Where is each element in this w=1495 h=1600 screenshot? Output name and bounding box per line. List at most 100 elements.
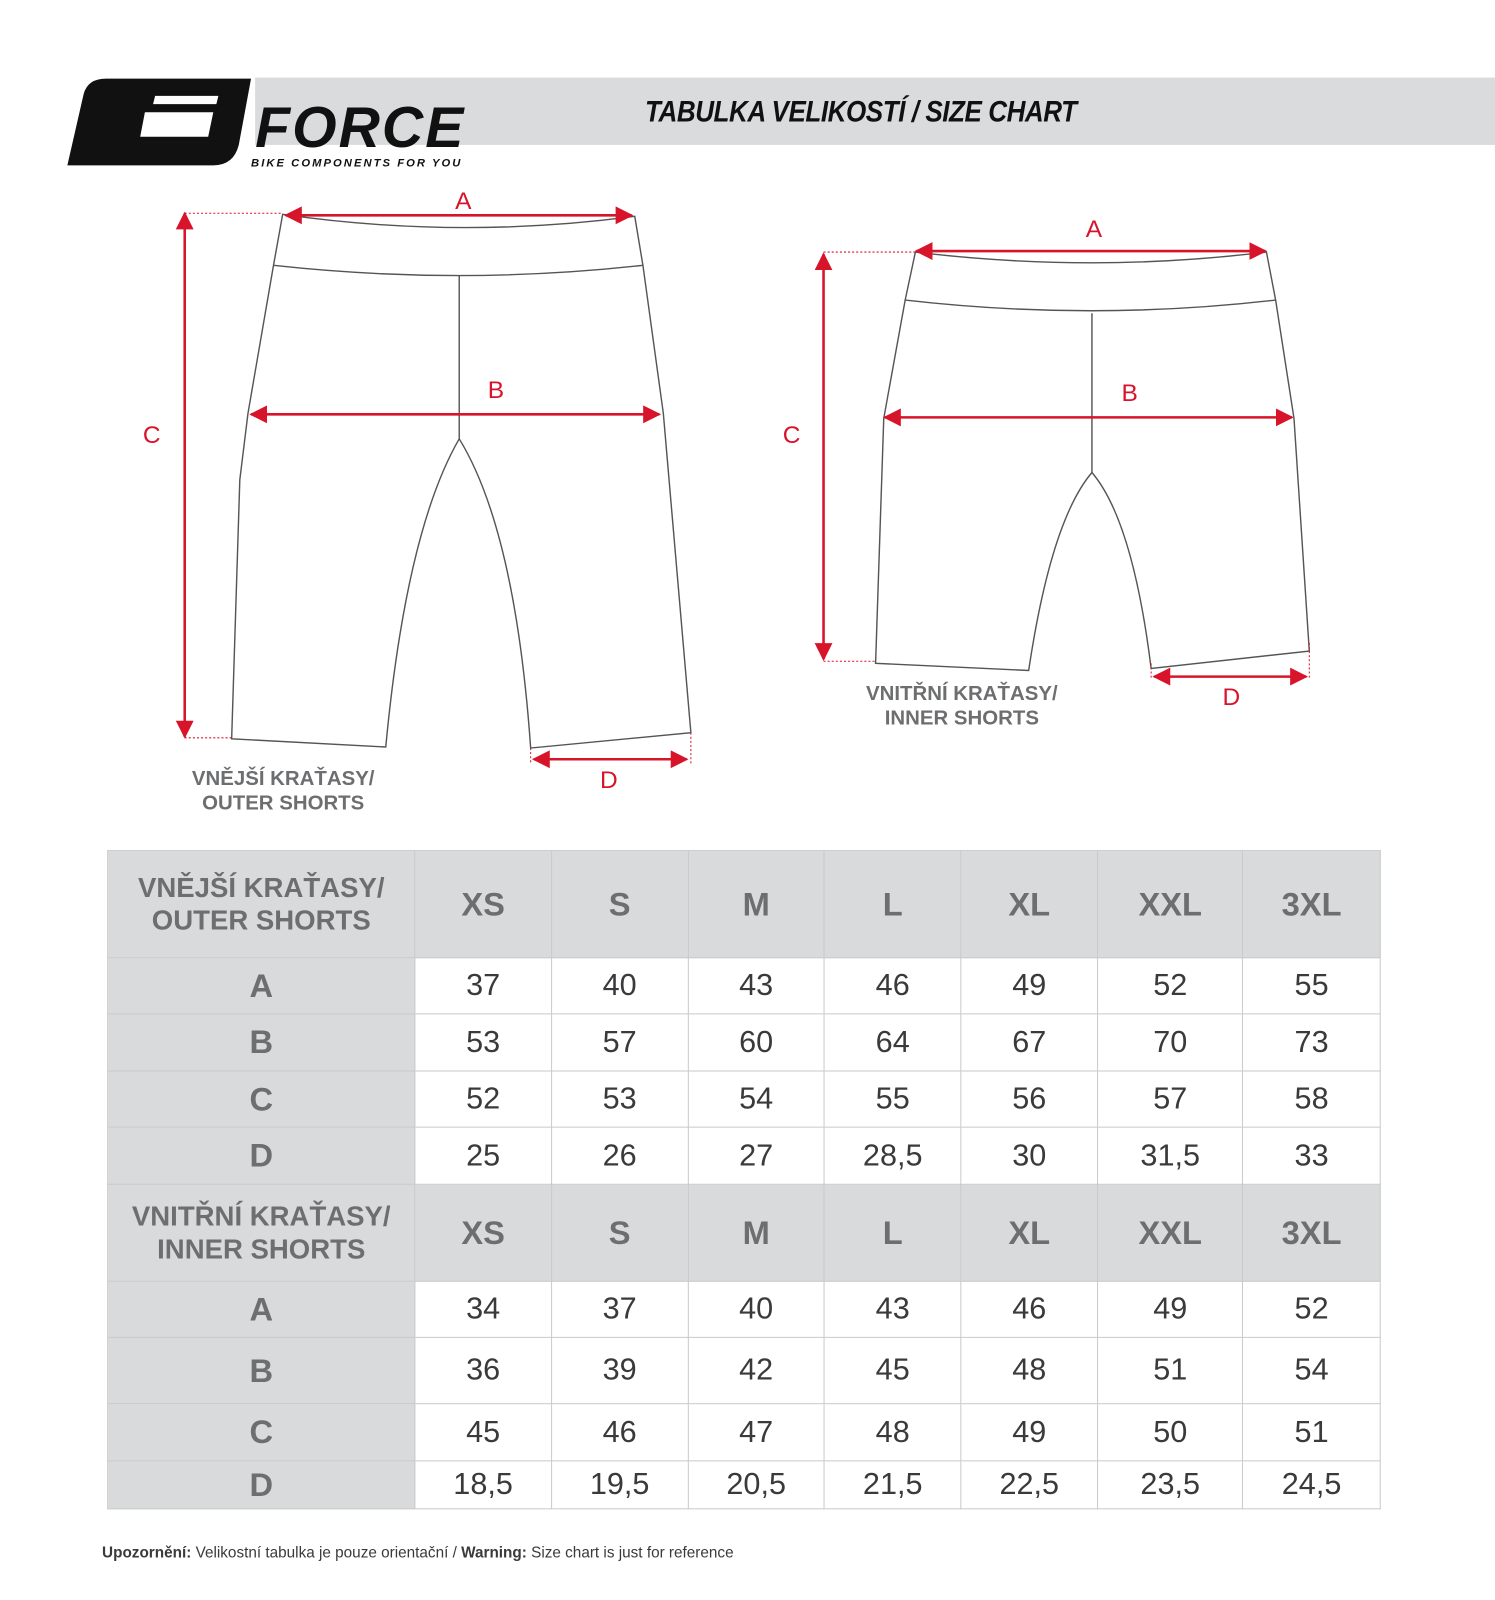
table-cell: 50 <box>1097 1403 1244 1462</box>
size-header: M <box>687 1183 825 1282</box>
table-cell: 57 <box>1097 1070 1244 1128</box>
size-header: XL <box>960 850 1099 959</box>
table-cell: 37 <box>550 1280 689 1338</box>
table-cell: 53 <box>550 1070 689 1128</box>
inner-measure-arrows <box>814 242 1309 686</box>
measure-label: B <box>107 1013 416 1072</box>
table-cell: 70 <box>1097 1013 1244 1072</box>
table-cell: 30 <box>960 1126 1099 1185</box>
section-title-line: VNITŘNÍ KRAŤASY/ <box>131 1201 391 1232</box>
table-cell: 49 <box>960 1403 1099 1462</box>
measure-label: C <box>107 1070 416 1128</box>
table-cell: 51 <box>1242 1403 1381 1462</box>
size-header: M <box>687 850 825 959</box>
measure-label: D <box>107 1126 416 1185</box>
brand-name: FORCE <box>255 94 466 160</box>
table-row: A 34 37 40 43 46 49 52 <box>107 1280 1381 1338</box>
table-cell: 20,5 <box>687 1460 825 1510</box>
section-title: VNITŘNÍ KRAŤASY/INNER SHORTS <box>107 1183 416 1282</box>
table-cell: 23,5 <box>1097 1460 1244 1510</box>
table-cell: 25 <box>414 1126 552 1185</box>
table-cell: 48 <box>960 1336 1099 1405</box>
size-header: XXL <box>1097 850 1244 959</box>
inner-shorts-caption: VNITŘNÍ KRAŤASY/ INNER SHORTS <box>837 682 1087 731</box>
measure-label: A <box>107 957 416 1015</box>
table-cell: 45 <box>823 1336 962 1405</box>
table-header-row: VNĚJŠÍ KRAŤASY/OUTER SHORTS XS S M L XL XXL 3XL <box>107 850 1381 959</box>
table-cell: 40 <box>687 1280 825 1338</box>
table-cell: 33 <box>1242 1126 1381 1185</box>
size-table: VNĚJŠÍ KRAŤASY/OUTER SHORTS XS S M L XL XXL 3XL… <box>107 850 1381 1510</box>
table-cell: 54 <box>1242 1336 1381 1405</box>
measure-label: B <box>107 1336 416 1405</box>
table-cell: 51 <box>1097 1336 1244 1405</box>
table-cell: 22,5 <box>960 1460 1099 1510</box>
warning-en: Size chart is just for reference <box>531 1544 734 1562</box>
page-title: TABULKA VELIKOSTÍ / SIZE CHART <box>644 95 1077 129</box>
outer-shorts-outline <box>230 213 692 749</box>
table-cell: 54 <box>687 1070 825 1128</box>
caption-line: VNĚJŠÍ KRAŤASY/ <box>191 767 375 790</box>
table-cell: 37 <box>414 957 552 1015</box>
inner-label-b: B <box>1122 380 1138 407</box>
table-row: A 37 40 43 46 49 52 55 <box>107 957 1381 1015</box>
table-cell: 52 <box>414 1070 552 1128</box>
measure-label: C <box>107 1403 416 1462</box>
section-title: VNĚJŠÍ KRAŤASY/OUTER SHORTS <box>107 850 416 959</box>
measure-label: D <box>107 1460 416 1510</box>
outer-measure-arrows <box>175 206 689 769</box>
table-cell: 60 <box>687 1013 825 1072</box>
table-cell: 56 <box>960 1070 1099 1128</box>
table-cell: 19,5 <box>550 1460 689 1510</box>
size-header: 3XL <box>1242 850 1381 959</box>
warning-en-label: Warning: <box>461 1544 527 1562</box>
table-row: D 25 26 27 28,5 30 31,5 33 <box>107 1126 1381 1185</box>
table-cell: 67 <box>960 1013 1099 1072</box>
header-bar <box>255 77 1495 145</box>
brand-tagline: BIKE COMPONENTS FOR YOU <box>251 157 463 170</box>
table-cell: 57 <box>550 1013 689 1072</box>
section-title-line: VNĚJŠÍ KRAŤASY/ <box>137 872 385 904</box>
table-cell: 43 <box>823 1280 962 1338</box>
size-header: L <box>823 1183 962 1282</box>
table-cell: 21,5 <box>823 1460 962 1510</box>
table-row: C 45 46 47 48 49 50 51 <box>107 1403 1381 1462</box>
table-cell: 46 <box>960 1280 1099 1338</box>
inner-label-c: C <box>783 422 801 449</box>
caption-line: VNITŘNÍ KRAŤASY/ <box>865 682 1058 706</box>
table-row: C 52 53 54 55 56 57 58 <box>107 1070 1381 1128</box>
size-header: XS <box>414 850 552 959</box>
table-cell: 73 <box>1242 1013 1381 1072</box>
warning-cz-label: Upozornění: <box>102 1544 192 1562</box>
table-cell: 27 <box>687 1126 825 1185</box>
caption-line: INNER SHORTS <box>884 707 1039 730</box>
outer-label-a: A <box>455 188 472 215</box>
table-cell: 34 <box>414 1280 552 1338</box>
table-cell: 49 <box>960 957 1099 1015</box>
table-cell: 24,5 <box>1242 1460 1381 1510</box>
table-header-row: VNITŘNÍ KRAŤASY/INNER SHORTS XS S M L XL XXL 3X… <box>107 1183 1381 1282</box>
table-cell: 39 <box>550 1336 689 1405</box>
size-header: XS <box>414 1183 552 1282</box>
table-cell: 42 <box>687 1336 825 1405</box>
outer-label-b: B <box>488 377 504 404</box>
table-cell: 55 <box>823 1070 962 1128</box>
inner-shorts-outline <box>874 251 1311 672</box>
outer-shorts-caption: VNĚJŠÍ KRAŤASY/ OUTER SHORTS <box>163 766 403 815</box>
measure-label: A <box>107 1280 416 1338</box>
table-row: D 18,5 19,5 20,5 21,5 22,5 23,5 24,5 <box>107 1460 1381 1510</box>
table-cell: 64 <box>823 1013 962 1072</box>
table-row: B 36 39 42 45 48 51 54 <box>107 1336 1381 1405</box>
size-header: S <box>550 850 689 959</box>
section-title-line: OUTER SHORTS <box>151 905 371 936</box>
table-cell: 58 <box>1242 1070 1381 1128</box>
warning-cz: Velikostní tabulka je pouze orientační / <box>195 1544 457 1562</box>
table-cell: 53 <box>414 1013 552 1072</box>
table-cell: 31,5 <box>1097 1126 1244 1185</box>
force-logo-icon <box>67 78 252 166</box>
table-cell: 47 <box>687 1403 825 1462</box>
table-cell: 46 <box>550 1403 689 1462</box>
table-cell: 26 <box>550 1126 689 1185</box>
table-cell: 28,5 <box>823 1126 962 1185</box>
table-cell: 52 <box>1097 957 1244 1015</box>
